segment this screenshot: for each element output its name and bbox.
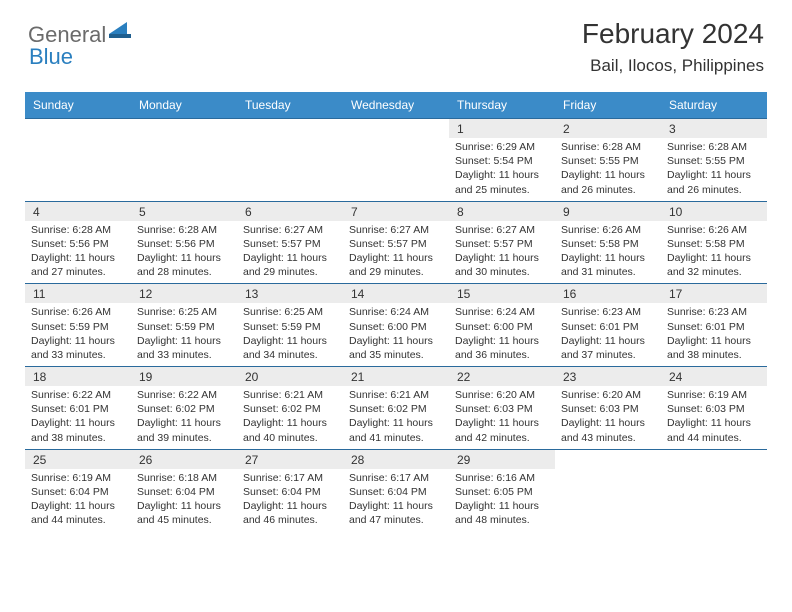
day-detail-cell: Sunrise: 6:17 AMSunset: 6:04 PMDaylight:…	[237, 469, 343, 532]
header: General February 2024 Bail, Ilocos, Phil…	[0, 0, 792, 82]
calendar-body: 123Sunrise: 6:29 AMSunset: 5:54 PMDaylig…	[25, 119, 767, 532]
weekday-header: Tuesday	[237, 92, 343, 119]
day-detail-cell: Sunrise: 6:28 AMSunset: 5:56 PMDaylight:…	[25, 221, 131, 284]
day-number-row: 123	[25, 119, 767, 139]
day-number-cell: 1	[449, 119, 555, 139]
day-number-row: 45678910	[25, 201, 767, 221]
day-number-cell: 24	[661, 367, 767, 387]
day-number-cell: 26	[131, 449, 237, 469]
day-detail-cell: Sunrise: 6:22 AMSunset: 6:01 PMDaylight:…	[25, 386, 131, 449]
weekday-header: Monday	[131, 92, 237, 119]
day-detail-row: Sunrise: 6:26 AMSunset: 5:59 PMDaylight:…	[25, 303, 767, 366]
weekday-header: Wednesday	[343, 92, 449, 119]
weekday-header: Sunday	[25, 92, 131, 119]
day-number-cell: 11	[25, 284, 131, 304]
day-number-cell: 3	[661, 119, 767, 139]
day-number-cell: 12	[131, 284, 237, 304]
day-number-cell: 9	[555, 201, 661, 221]
calendar-table: SundayMondayTuesdayWednesdayThursdayFrid…	[25, 92, 767, 531]
day-detail-cell: Sunrise: 6:26 AMSunset: 5:58 PMDaylight:…	[555, 221, 661, 284]
day-detail-cell: Sunrise: 6:25 AMSunset: 5:59 PMDaylight:…	[131, 303, 237, 366]
day-detail-cell: Sunrise: 6:23 AMSunset: 6:01 PMDaylight:…	[661, 303, 767, 366]
day-number-cell: 14	[343, 284, 449, 304]
day-detail-cell	[131, 138, 237, 201]
day-number-cell: 20	[237, 367, 343, 387]
day-number-cell: 15	[449, 284, 555, 304]
day-detail-cell	[25, 138, 131, 201]
day-number-cell: 27	[237, 449, 343, 469]
day-number-cell: 2	[555, 119, 661, 139]
day-detail-cell: Sunrise: 6:23 AMSunset: 6:01 PMDaylight:…	[555, 303, 661, 366]
day-number-row: 2526272829	[25, 449, 767, 469]
day-detail-cell: Sunrise: 6:17 AMSunset: 6:04 PMDaylight:…	[343, 469, 449, 532]
day-detail-row: Sunrise: 6:22 AMSunset: 6:01 PMDaylight:…	[25, 386, 767, 449]
day-detail-cell: Sunrise: 6:28 AMSunset: 5:55 PMDaylight:…	[555, 138, 661, 201]
day-detail-cell: Sunrise: 6:21 AMSunset: 6:02 PMDaylight:…	[237, 386, 343, 449]
day-detail-cell: Sunrise: 6:26 AMSunset: 5:59 PMDaylight:…	[25, 303, 131, 366]
day-number-cell	[661, 449, 767, 469]
weekday-header: Friday	[555, 92, 661, 119]
day-number-cell: 29	[449, 449, 555, 469]
day-number-cell: 25	[25, 449, 131, 469]
day-detail-cell: Sunrise: 6:24 AMSunset: 6:00 PMDaylight:…	[343, 303, 449, 366]
day-detail-cell: Sunrise: 6:26 AMSunset: 5:58 PMDaylight:…	[661, 221, 767, 284]
title-block: February 2024 Bail, Ilocos, Philippines	[582, 18, 764, 76]
day-detail-cell: Sunrise: 6:18 AMSunset: 6:04 PMDaylight:…	[131, 469, 237, 532]
day-number-cell: 17	[661, 284, 767, 304]
day-detail-cell: Sunrise: 6:20 AMSunset: 6:03 PMDaylight:…	[449, 386, 555, 449]
weekday-header: Saturday	[661, 92, 767, 119]
day-detail-row: Sunrise: 6:28 AMSunset: 5:56 PMDaylight:…	[25, 221, 767, 284]
location-subtitle: Bail, Ilocos, Philippines	[582, 56, 764, 76]
day-number-cell	[237, 119, 343, 139]
day-detail-cell: Sunrise: 6:22 AMSunset: 6:02 PMDaylight:…	[131, 386, 237, 449]
logo-word-2: Blue	[29, 44, 73, 69]
day-detail-cell: Sunrise: 6:20 AMSunset: 6:03 PMDaylight:…	[555, 386, 661, 449]
day-detail-cell: Sunrise: 6:21 AMSunset: 6:02 PMDaylight:…	[343, 386, 449, 449]
day-number-cell: 19	[131, 367, 237, 387]
day-detail-cell: Sunrise: 6:19 AMSunset: 6:03 PMDaylight:…	[661, 386, 767, 449]
day-detail-cell: Sunrise: 6:27 AMSunset: 5:57 PMDaylight:…	[237, 221, 343, 284]
day-detail-cell: Sunrise: 6:16 AMSunset: 6:05 PMDaylight:…	[449, 469, 555, 532]
weekday-header: Thursday	[449, 92, 555, 119]
day-detail-cell	[237, 138, 343, 201]
day-detail-row: Sunrise: 6:29 AMSunset: 5:54 PMDaylight:…	[25, 138, 767, 201]
day-number-cell	[555, 449, 661, 469]
day-number-cell: 28	[343, 449, 449, 469]
day-detail-cell: Sunrise: 6:27 AMSunset: 5:57 PMDaylight:…	[343, 221, 449, 284]
day-detail-cell	[661, 469, 767, 532]
day-number-cell: 10	[661, 201, 767, 221]
day-number-cell: 7	[343, 201, 449, 221]
day-number-cell: 18	[25, 367, 131, 387]
day-number-cell: 13	[237, 284, 343, 304]
day-number-cell: 5	[131, 201, 237, 221]
day-number-cell	[343, 119, 449, 139]
logo-word-2-wrap: Blue	[28, 44, 73, 70]
day-number-row: 11121314151617	[25, 284, 767, 304]
day-number-cell: 21	[343, 367, 449, 387]
day-detail-cell: Sunrise: 6:27 AMSunset: 5:57 PMDaylight:…	[449, 221, 555, 284]
day-detail-row: Sunrise: 6:19 AMSunset: 6:04 PMDaylight:…	[25, 469, 767, 532]
day-detail-cell: Sunrise: 6:24 AMSunset: 6:00 PMDaylight:…	[449, 303, 555, 366]
day-detail-cell: Sunrise: 6:28 AMSunset: 5:56 PMDaylight:…	[131, 221, 237, 284]
day-detail-cell	[555, 469, 661, 532]
day-number-cell: 4	[25, 201, 131, 221]
day-detail-cell: Sunrise: 6:25 AMSunset: 5:59 PMDaylight:…	[237, 303, 343, 366]
day-detail-cell: Sunrise: 6:19 AMSunset: 6:04 PMDaylight:…	[25, 469, 131, 532]
month-title: February 2024	[582, 18, 764, 50]
day-detail-cell: Sunrise: 6:29 AMSunset: 5:54 PMDaylight:…	[449, 138, 555, 201]
day-number-cell: 8	[449, 201, 555, 221]
day-number-cell	[25, 119, 131, 139]
day-number-cell: 16	[555, 284, 661, 304]
day-number-cell	[131, 119, 237, 139]
day-number-cell: 22	[449, 367, 555, 387]
day-number-row: 18192021222324	[25, 367, 767, 387]
day-detail-cell: Sunrise: 6:28 AMSunset: 5:55 PMDaylight:…	[661, 138, 767, 201]
logo-mark-icon	[109, 22, 131, 43]
weekday-header-row: SundayMondayTuesdayWednesdayThursdayFrid…	[25, 92, 767, 119]
day-number-cell: 6	[237, 201, 343, 221]
day-number-cell: 23	[555, 367, 661, 387]
day-detail-cell	[343, 138, 449, 201]
